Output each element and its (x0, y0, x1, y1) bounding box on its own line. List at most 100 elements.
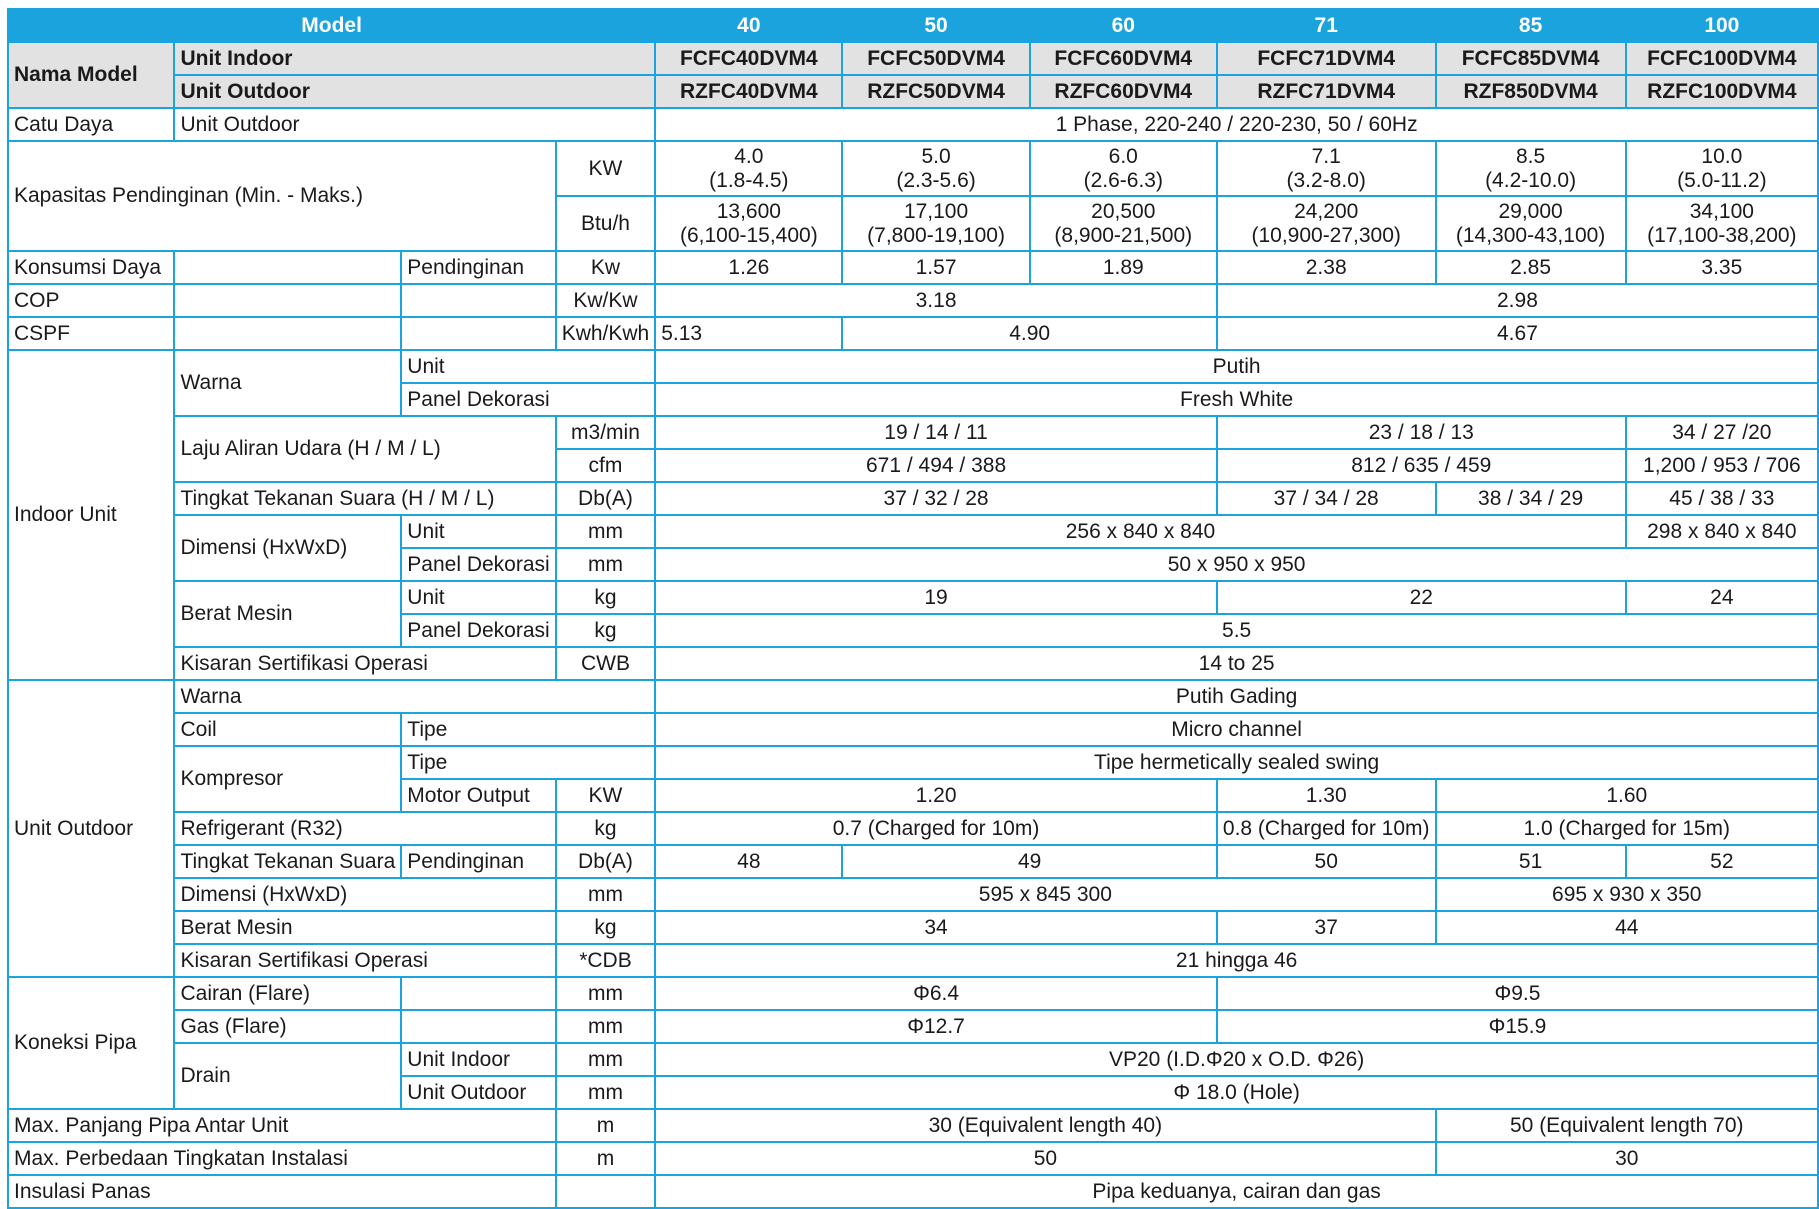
power-supply-label: Catu Daya (6, 107, 176, 142)
header-row: Model 40 50 60 71 85 100 (6, 8, 1819, 43)
airflow-m3-cell: 19 / 14 / 11 (654, 415, 1218, 451)
cspf-value: 4.67 (1215, 316, 1819, 352)
power-consumption-label: Konsumsi Daya (6, 250, 176, 286)
refrigerant-row: Refrigerant (R32) kg 0.7 (Charged for 10… (8, 811, 1819, 847)
outdoor-dimension-cell: 695 x 930 x 350 (1434, 877, 1819, 913)
indoor-dimension-panel-unit: mm (554, 547, 657, 583)
cop-value: 2.98 (1215, 283, 1819, 319)
coil-label: Coil (173, 712, 403, 748)
outdoor-operation-label: Kisaran Sertifikasi Operasi (173, 943, 557, 979)
drain-outdoor-row: Unit Outdoor mm Φ 18.0 (Hole) (8, 1075, 1819, 1111)
empty-cell (400, 316, 557, 352)
indoor-weight-panel-row: Panel Dekorasi kg 5.5 (8, 613, 1819, 649)
outdoor-model-cell: RZFC40DVM4 (654, 74, 844, 109)
airflow-label: Laju Aliran Udara (H / M / L) (173, 415, 557, 484)
indoor-sound-cell: 37 / 32 / 28 (654, 481, 1218, 517)
outdoor-model-cell: RZFC60DVM4 (1028, 74, 1218, 109)
power-consumption-cell: 1.89 (1028, 250, 1218, 286)
indoor-weight-unit: kg (554, 580, 657, 616)
indoor-dimension-panel-row: Panel Dekorasi mm 50 x 950 x 950 (8, 547, 1819, 583)
compressor-motor-unit: KW (554, 778, 657, 814)
cooling-capacity-btu-row: Btu/h 13,600 (6,100-15,400) 17,100 (7,800-… (8, 195, 1819, 253)
outdoor-dimension-row: Dimensi (HxWxD) mm 595 x 845 300 695 x 9… (8, 877, 1819, 913)
indoor-sound-unit: Db(A) (554, 481, 657, 517)
cop-value: 3.18 (654, 283, 1218, 319)
max-pipe-length-row: Max. Panjang Pipa Antar Unit m 30 (Equiv… (7, 1108, 1819, 1144)
cooling-capacity-kw-cell: 8.5 (4.2-10.0) (1434, 139, 1627, 198)
airflow-m3-unit: m3/min (554, 415, 657, 451)
power-consumption-unit: Kw (554, 250, 657, 286)
model-header-71: 71 (1215, 8, 1437, 43)
indoor-unit-label: Unit Indoor (173, 41, 657, 76)
cooling-capacity-btu-cell: 29,000 (14,300-43,100) (1434, 195, 1627, 253)
empty-cell (173, 316, 403, 352)
indoor-color-unit-value: Putih (654, 349, 1819, 385)
cooling-capacity-kw-cell: 7.1 (3.2-8.0) (1215, 139, 1437, 198)
outdoor-weight-cell: 34 (654, 910, 1218, 946)
cooling-capacity-kw-cell: 10.0 (5.0-11.2) (1624, 139, 1819, 198)
max-pipe-length-cell: 30 (Equivalent length 40) (654, 1108, 1437, 1144)
model-header: Model (6, 8, 657, 43)
indoor-weight-label: Berat Mesin (173, 580, 403, 649)
cooling-capacity-btu-cell: 20,500 (8,900-21,500) (1028, 195, 1218, 253)
insulation-label: Insulasi Panas (7, 1174, 557, 1209)
indoor-model-cell: FCFC71DVM4 (1215, 41, 1437, 76)
indoor-dimension-label: Dimensi (HxWxD) (173, 514, 403, 583)
spec-table: Model 40 50 60 71 85 100 Nama Model Unit… (6, 8, 1819, 1209)
compressor-type-value: Tipe hermetically sealed swing (654, 745, 1819, 781)
outdoor-weight-cell: 37 (1215, 910, 1437, 946)
cooling-capacity-btu-unit: Btu/h (554, 195, 657, 253)
pipe-liquid-row: Koneksi Pipa Cairan (Flare) mm Φ6.4 Φ9.5 (6, 976, 1819, 1111)
indoor-color-panel-value: Fresh White (654, 382, 1819, 418)
drain-outdoor-unit: mm (554, 1075, 657, 1111)
pipe-gas-label: Gas (Flare) (173, 1009, 403, 1045)
indoor-model-cell: FCFC60DVM4 (1028, 41, 1218, 76)
outdoor-weight-row: Berat Mesin kg 34 37 44 (8, 910, 1819, 946)
indoor-color-panel-label: Panel Dekorasi (400, 382, 657, 418)
power-consumption-cell: 1.57 (841, 250, 1031, 286)
refrigerant-label: Refrigerant (R32) (173, 811, 557, 847)
pipe-liquid-label: Cairan (Flare) (173, 976, 403, 1012)
cooling-capacity-kw-cell: 6.0 (2.6-6.3) (1028, 139, 1218, 198)
indoor-dimension-unit-row: Dimensi (HxWxD) Unit mm 256 x 840 x 840 … (8, 514, 1819, 583)
outdoor-sound-cell: 48 (654, 844, 844, 880)
drain-indoor-row: Drain Unit Indoor mm VP20 (I.D.Φ20 x O.D… (8, 1042, 1819, 1111)
power-consumption-cell: 3.35 (1624, 250, 1819, 286)
refrigerant-cell: 0.8 (Charged for 10m) (1215, 811, 1437, 847)
indoor-dimension-panel-label: Panel Dekorasi (400, 547, 557, 583)
outdoor-sound-cell: 52 (1624, 844, 1819, 880)
indoor-model-cell: FCFC50DVM4 (841, 41, 1031, 76)
pipe-gas-row: Gas (Flare) mm Φ12.7 Φ15.9 (8, 1009, 1819, 1045)
model-name-label: Nama Model (6, 41, 176, 109)
outdoor-color-label: Warna (173, 679, 657, 715)
empty-cell (400, 1009, 557, 1045)
max-height-diff-cell: 30 (1434, 1141, 1819, 1177)
indoor-color-label: Warna (173, 349, 403, 418)
outdoor-model-cell: RZF850DVM4 (1434, 74, 1627, 109)
outdoor-color-value: Putih Gading (654, 679, 1819, 715)
refrigerant-cell: 1.0 (Charged for 15m) (1434, 811, 1819, 847)
airflow-cfm-cell: 671 / 494 / 388 (654, 448, 1218, 484)
indoor-dimension-unit-label: Unit (400, 514, 557, 550)
pipe-liquid-cell: Φ9.5 (1215, 976, 1819, 1012)
outdoor-sound-cell: 50 (1215, 844, 1437, 880)
drain-outdoor-label: Unit Outdoor (400, 1075, 557, 1111)
power-consumption-row: Konsumsi Daya Pendinginan Kw 1.26 1.57 1… (6, 250, 1819, 286)
indoor-dimension-panel-value: 50 x 950 x 950 (654, 547, 1819, 583)
outdoor-sound-row: Tingkat Tekanan Suara Pendinginan Db(A) … (8, 844, 1819, 880)
compressor-motor-cell: 1.30 (1215, 778, 1437, 814)
cooling-capacity-kw-row: Kapasitas Pendinginan (Min. - Maks.) KW … (7, 139, 1819, 253)
indoor-sound-label: Tingkat Tekanan Suara (H / M / L) (173, 481, 557, 517)
cooling-capacity-btu-cell: 24,200 (10,900-27,300) (1215, 195, 1437, 253)
indoor-sound-cell: 38 / 34 / 29 (1434, 481, 1627, 517)
cspf-row: CSPF Kwh/Kwh 5.13 4.90 4.67 (6, 316, 1819, 352)
indoor-dimension-cell: 298 x 840 x 840 (1624, 514, 1819, 550)
indoor-operation-label: Kisaran Sertifikasi Operasi (173, 646, 557, 682)
model-name-indoor-row: Nama Model Unit Indoor FCFC40DVM4 FCFC50… (6, 41, 1819, 109)
outdoor-color-row: Unit Outdoor Warna Putih Gading (6, 679, 1819, 979)
airflow-cfm-row: cfm 671 / 494 / 388 812 / 635 / 459 1,20… (8, 448, 1819, 484)
indoor-dimension-cell: 256 x 840 x 840 (654, 514, 1627, 550)
model-header-60: 60 (1028, 8, 1218, 43)
indoor-weight-panel-unit: kg (554, 613, 657, 649)
power-consumption-cell: 2.38 (1215, 250, 1437, 286)
